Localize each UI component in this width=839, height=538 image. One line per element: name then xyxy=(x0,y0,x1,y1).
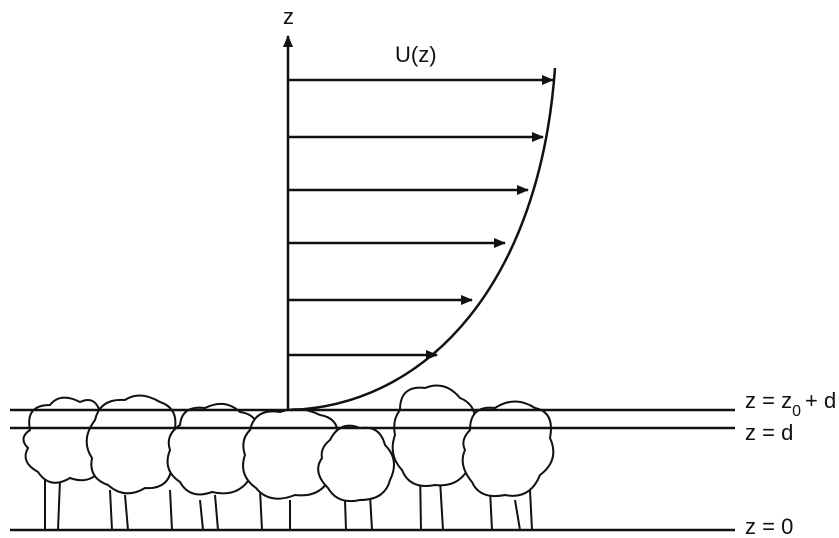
ground-label: z = 0 xyxy=(745,514,793,538)
top-label: z = z0 + d xyxy=(745,388,836,420)
top-label-sub: 0 xyxy=(792,403,801,420)
top-label-tail: + d xyxy=(805,388,836,413)
top-label-main: z = z xyxy=(745,388,792,413)
velocity-arrows xyxy=(288,75,554,360)
profile-curve xyxy=(289,67,557,412)
middle-label: z = d xyxy=(745,420,793,445)
profile-label: U(z) xyxy=(395,42,437,67)
canopy xyxy=(22,384,555,531)
axis-label: z xyxy=(283,4,294,29)
